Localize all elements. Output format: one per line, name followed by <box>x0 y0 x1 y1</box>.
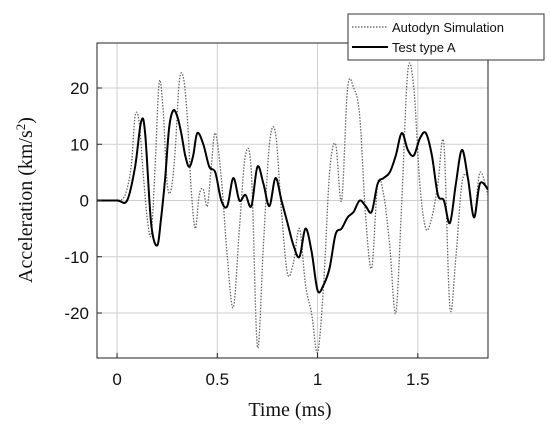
legend-label-test: Test type A <box>392 40 456 55</box>
y-axis-title-sup: 2 <box>13 124 28 131</box>
y-tick-label-3: 10 <box>70 135 89 154</box>
series-layer <box>97 62 488 354</box>
series-line-test-type-a <box>97 109 488 294</box>
legend-label-autodyn: Autodyn Simulation <box>392 20 504 35</box>
y-tick-label-4: 20 <box>70 79 89 98</box>
y-axis-title-tail: ) <box>15 117 37 124</box>
grid <box>97 43 488 358</box>
y-tick-label-0: -20 <box>64 304 89 323</box>
x-axis-title: Time (ms) <box>248 399 331 421</box>
tick-labels: 0 0.5 1 1.5 -20 -10 0 10 20 <box>64 79 429 389</box>
legend-box <box>347 13 545 61</box>
x-tick-label-1: 0.5 <box>205 370 229 389</box>
y-axis-title-main: Acceleration (km/s <box>15 130 37 283</box>
legend: Autodyn Simulation Test type A <box>347 13 545 61</box>
x-tick-label-3: 1.5 <box>406 370 430 389</box>
y-tick-label-2: 0 <box>80 192 89 211</box>
x-tick-label-0: 0 <box>112 370 121 389</box>
x-tick-label-2: 1 <box>313 370 322 389</box>
series-line-autodyn-simulation <box>97 62 488 354</box>
y-axis-title: Acceleration (km/s2) <box>13 117 37 283</box>
y-tick-label-1: -10 <box>64 248 89 267</box>
